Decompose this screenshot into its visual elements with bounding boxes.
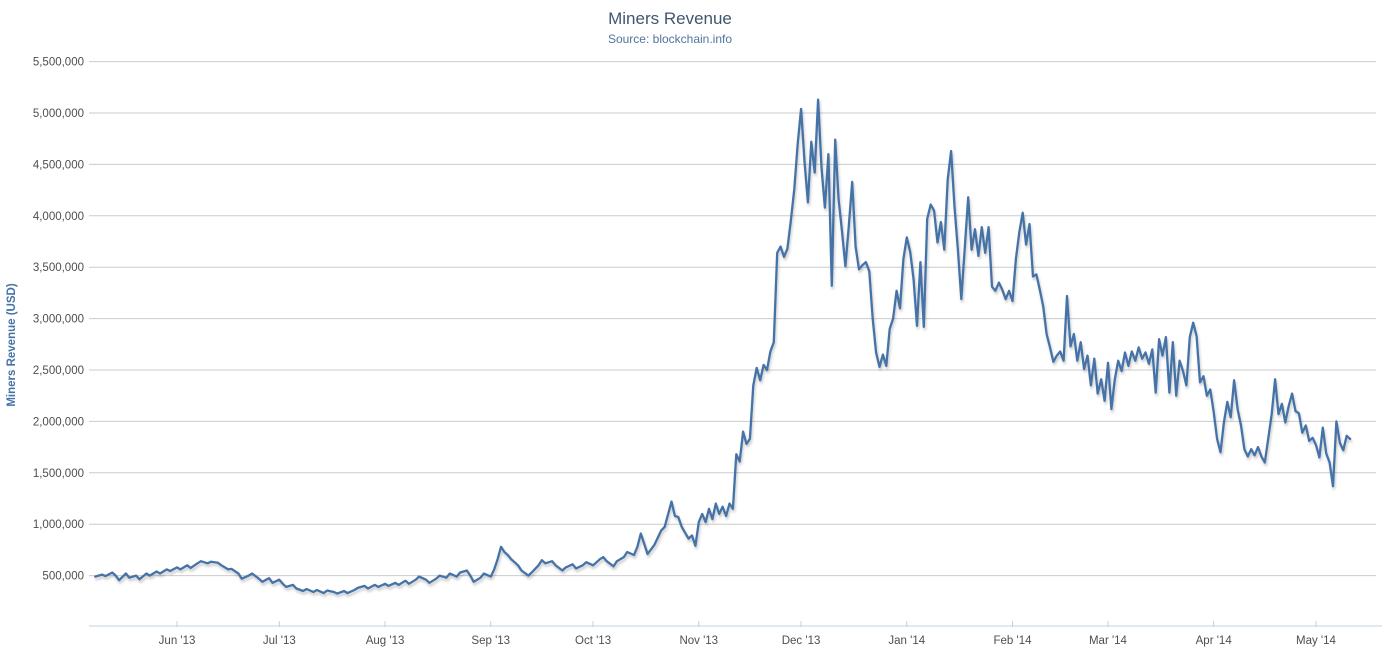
chart-subtitle: Source: blockchain.info (607, 32, 733, 46)
x-axis-label: Mar '14 (1089, 635, 1128, 647)
chart-title: Miners Revenue (608, 9, 732, 28)
y-axis-label: 2,000,000 (33, 416, 84, 428)
x-axis-label: Jun '13 (159, 635, 196, 647)
y-axis-label: 500,000 (42, 571, 84, 583)
miners-revenue-line-series[interactable] (94, 98, 1352, 595)
x-axis-label: Oct '13 (575, 635, 611, 647)
x-axis-label: Nov '13 (679, 635, 718, 647)
y-axis-title: Miners Revenue (USD) (6, 283, 18, 407)
y-axis-label: 1,000,000 (33, 519, 84, 531)
x-axis-label: Sep '13 (471, 635, 510, 647)
x-axis-label: Jul '13 (263, 635, 296, 647)
x-axis-label: Aug '13 (366, 635, 405, 647)
x-axis-label: Apr '14 (1196, 635, 1233, 647)
y-axis-label: 4,000,000 (33, 211, 84, 223)
y-axis-label: 3,500,000 (33, 262, 84, 274)
y-axis-labels: 500,000 1,000,000 1,500,000 2,000,000 2,500,… (33, 57, 84, 583)
y-axis-label: 3,000,000 (33, 314, 84, 326)
y-gridlines (89, 61, 1376, 577)
x-axis-label: Feb '14 (993, 635, 1032, 647)
y-axis-label: 2,500,000 (33, 365, 84, 377)
y-axis-label: 1,500,000 (33, 468, 84, 480)
x-axis-label: Jan '14 (888, 635, 925, 647)
y-axis-label: 4,500,000 (33, 159, 84, 171)
x-axis: Jun '13 Jul '13 Aug '13 Sep '13 Oct '13 Nov '… (89, 621, 1382, 647)
revenue-series (94, 98, 1352, 595)
x-axis-label: Dec '13 (782, 635, 821, 647)
x-axis-label: May '14 (1296, 635, 1337, 647)
y-axis-label: 5,500,000 (33, 57, 84, 69)
y-axis-label: 5,000,000 (33, 108, 84, 120)
